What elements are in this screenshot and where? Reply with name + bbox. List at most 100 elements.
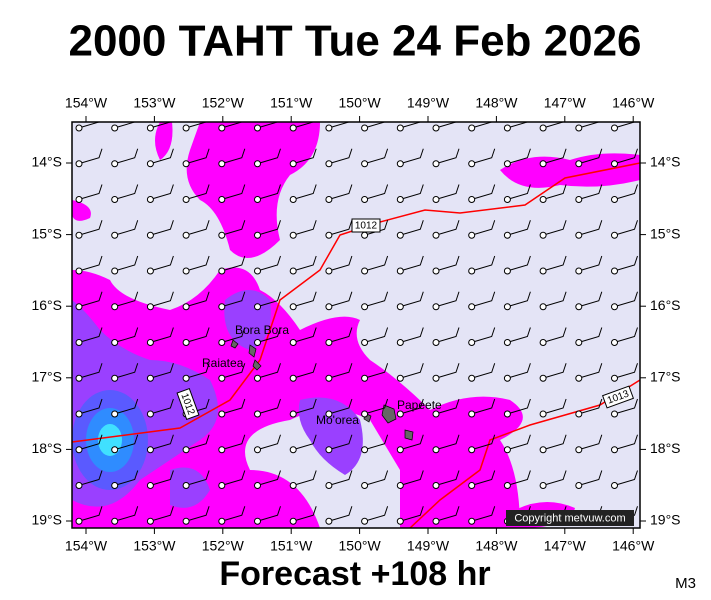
- wind-barb: [403, 220, 424, 235]
- wind-barb: [367, 363, 389, 378]
- wind-barb: [296, 220, 317, 235]
- barb-station: [146, 410, 154, 418]
- wind-barb: [296, 470, 317, 485]
- wind-barb: [81, 148, 103, 164]
- wind-barb: [153, 184, 174, 199]
- barb-station: [111, 160, 119, 168]
- barb-station: [75, 482, 83, 489]
- barb-station: [254, 446, 261, 454]
- barb-station: [396, 446, 404, 454]
- wind-barb: [117, 434, 139, 450]
- barb-station: [575, 231, 583, 239]
- barb-station: [432, 124, 440, 132]
- wind-barb: [81, 434, 103, 450]
- wind-barb: [81, 470, 103, 485]
- barb-station: [218, 374, 226, 382]
- wind-barb: [117, 255, 139, 271]
- barb-station: [325, 410, 333, 418]
- wind-barb: [81, 291, 103, 307]
- barb-station: [254, 482, 261, 489]
- barb-station: [75, 410, 83, 418]
- barb-station: [468, 517, 476, 525]
- barb-station: [611, 339, 618, 346]
- barb-station: [325, 517, 333, 525]
- barb-station: [396, 160, 404, 168]
- wind-barb: [331, 398, 353, 414]
- barb-station: [75, 160, 83, 168]
- barb-station: [254, 160, 261, 168]
- wind-barb: [153, 363, 174, 378]
- wind-barb: [260, 122, 279, 128]
- place-label: Raiatea: [202, 356, 244, 370]
- wind-barb: [403, 148, 424, 164]
- wind-barb: [617, 184, 638, 199]
- barb-station: [503, 482, 511, 489]
- wind-barb: [510, 327, 531, 342]
- barb-station: [111, 517, 119, 525]
- barb-station: [575, 374, 583, 382]
- map-code: M3: [675, 575, 696, 592]
- wind-barb: [438, 220, 460, 235]
- barb-station: [111, 303, 119, 311]
- barb-station: [289, 267, 297, 275]
- barb-station: [468, 410, 476, 418]
- barb-station: [254, 196, 261, 203]
- barb-station: [289, 303, 297, 311]
- wind-barb: [474, 434, 496, 450]
- barb-station: [575, 303, 583, 311]
- barb-station: [539, 196, 547, 203]
- barb-station: [146, 267, 154, 275]
- barb-station: [432, 196, 440, 203]
- wind-barb: [260, 470, 281, 485]
- wind-barb: [296, 363, 317, 378]
- lat-label: 17°S: [31, 369, 62, 385]
- barb-station: [539, 231, 547, 239]
- wind-barb: [367, 434, 389, 450]
- lat-label: 14°S: [650, 154, 681, 170]
- map-frame: [71, 121, 641, 529]
- barb-station: [75, 196, 83, 203]
- barb-station: [361, 231, 369, 239]
- barb-station: [75, 231, 83, 239]
- lat-label: 16°S: [31, 297, 62, 313]
- barb-station: [325, 267, 333, 275]
- wind-barb: [474, 148, 496, 164]
- wind-barb: [545, 122, 564, 128]
- wind-barb: [81, 506, 103, 521]
- wind-barb: [260, 220, 281, 235]
- wind-barb: [545, 470, 567, 485]
- wind-barb: [474, 506, 496, 521]
- barb-station: [503, 160, 511, 168]
- wind-barb: [296, 398, 317, 414]
- lat-label: 18°S: [650, 440, 681, 456]
- wind-barb: [153, 398, 174, 414]
- barb-station: [111, 482, 119, 489]
- wind-barb: [188, 122, 207, 128]
- wind-barb: [617, 122, 636, 128]
- wind-barb: [188, 363, 210, 378]
- wind-barb: [117, 220, 139, 235]
- lon-label: 150°W: [339, 95, 382, 111]
- barb-station: [182, 124, 190, 132]
- barb-station: [396, 231, 404, 239]
- wind-barb: [367, 255, 389, 271]
- barb-station: [432, 303, 440, 311]
- barb-station: [611, 410, 618, 418]
- wind-barb: [438, 122, 457, 128]
- wind-barb: [153, 470, 174, 485]
- wind-barb: [296, 434, 317, 450]
- barb-station: [468, 482, 476, 489]
- wind-barb: [581, 220, 603, 235]
- barb-station: [396, 410, 404, 418]
- barb-station: [468, 267, 476, 275]
- barb-station: [111, 231, 119, 239]
- wind-barb: [545, 398, 567, 414]
- wind-barb: [617, 148, 638, 164]
- wind-barb: [117, 148, 139, 164]
- wind-barb: [545, 363, 567, 378]
- wind-barb: [296, 255, 317, 271]
- wind-barb: [617, 291, 638, 307]
- wind-barb: [224, 148, 246, 164]
- wind-barb: [581, 327, 603, 342]
- barb-station: [503, 410, 511, 418]
